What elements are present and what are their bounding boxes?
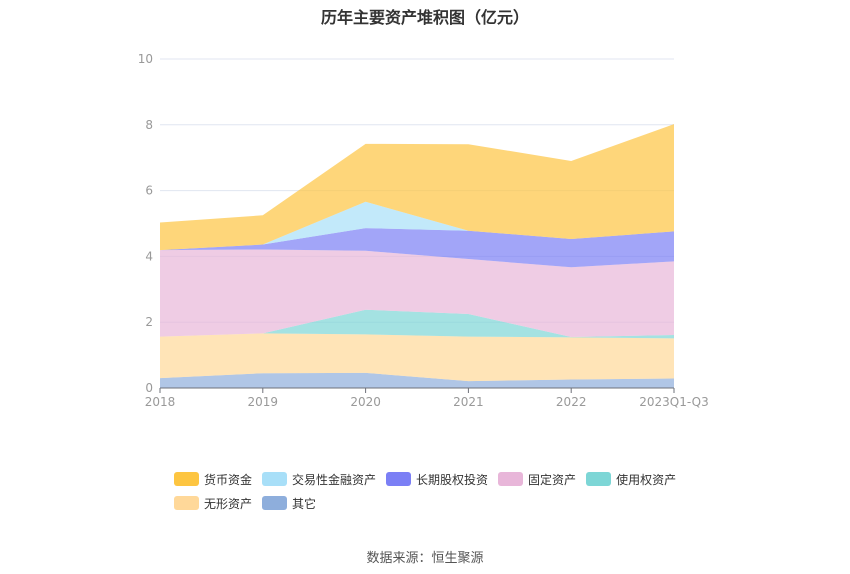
y-tick-label: 10 <box>138 52 153 66</box>
x-tick-label: 2018 <box>145 395 176 409</box>
legend-label: 无形资产 <box>204 496 253 511</box>
legend-swatch <box>262 496 288 510</box>
legend: 货币资金 交易性金融资产 长期股权投资 固定资产 使用权资产无形资产 其它 <box>174 472 714 520</box>
area-6 <box>160 124 674 251</box>
x-tick-label: 2023Q1-Q3 <box>639 395 708 409</box>
legend-item[interactable]: 交易性金融资产 <box>262 472 377 487</box>
legend-item[interactable]: 长期股权投资 <box>386 472 489 487</box>
area-4 <box>160 228 674 268</box>
legend-label: 货币资金 <box>204 472 253 487</box>
data-source: 数据来源：恒生聚源 <box>366 551 484 566</box>
legend-swatch <box>174 496 199 510</box>
area-1 <box>160 333 674 382</box>
y-tick-label: 8 <box>145 118 153 132</box>
legend-swatch <box>498 472 524 486</box>
x-tick-label: 2019 <box>248 395 279 409</box>
area-3 <box>160 249 674 338</box>
legend-swatch <box>586 472 612 486</box>
legend-label: 使用权资产 <box>616 472 677 487</box>
area-0 <box>160 372 674 388</box>
y-tick-label: 4 <box>145 249 153 263</box>
legend-label: 固定资产 <box>528 472 577 487</box>
y-tick-label: 6 <box>145 184 153 198</box>
x-tick-label: 2022 <box>556 395 587 409</box>
legend-item[interactable]: 货币资金 <box>174 472 253 487</box>
legend-item[interactable]: 其它 <box>262 496 317 511</box>
legend-label: 交易性金融资产 <box>292 472 377 487</box>
chart-title: 历年主要资产堆积图（亿元） <box>320 8 529 27</box>
x-tick-label: 2021 <box>453 395 484 409</box>
legend-item[interactable]: 固定资产 <box>498 472 577 487</box>
legend-swatch <box>386 472 412 486</box>
legend-swatch <box>174 472 199 486</box>
legend-swatch <box>262 472 288 486</box>
legend-label: 其它 <box>292 496 317 511</box>
y-tick-label: 2 <box>145 315 153 329</box>
legend-item[interactable]: 使用权资产 <box>586 472 677 487</box>
area-2 <box>160 309 674 339</box>
area-5 <box>160 201 674 251</box>
x-tick-label: 2020 <box>350 395 381 409</box>
y-tick-label: 0 <box>145 381 153 395</box>
legend-label: 长期股权投资 <box>416 472 489 487</box>
legend-item[interactable]: 无形资产 <box>174 496 253 511</box>
